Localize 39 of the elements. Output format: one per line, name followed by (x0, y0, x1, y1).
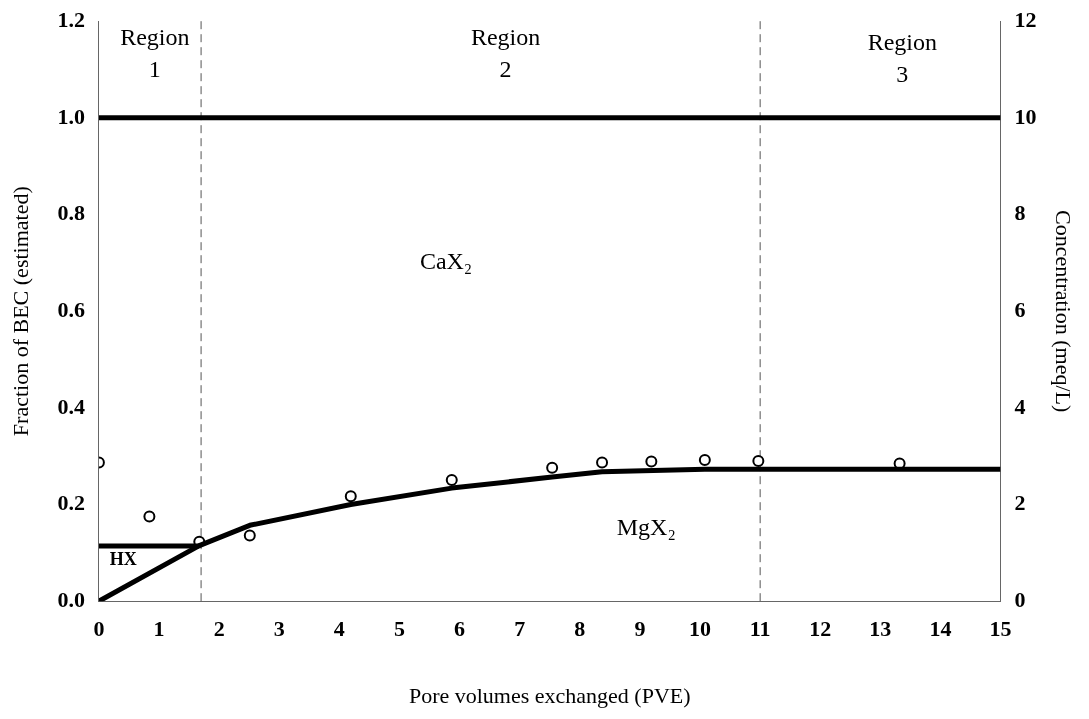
x-tick-label: 15 (989, 616, 1012, 642)
x-tick-label: 9 (634, 616, 646, 642)
x-tick-label: 11 (749, 616, 771, 642)
y-tick-label: 0.6 (57, 296, 85, 322)
y-tick-label: 0.8 (57, 200, 85, 226)
annotation: MgX₂ (616, 514, 676, 540)
annotation: CaX₂ (419, 248, 473, 275)
y2-tick-label: 12 (1014, 6, 1037, 32)
y2-tick-label: 10 (1014, 103, 1037, 129)
x-tick-label: 0 (93, 616, 105, 642)
y2-tick-label: 0 (1014, 586, 1026, 612)
x-tick-label: 10 (689, 616, 712, 642)
y-tick-label: 0.0 (57, 586, 85, 612)
x-tick-label: 13 (869, 616, 892, 642)
y2-tick-label: 6 (1014, 296, 1026, 322)
x-tick-label: 7 (514, 616, 526, 642)
x-tick-label: 8 (574, 616, 586, 642)
y-axis-title: Fraction of BEC (estimated) (7, 186, 33, 437)
y-tick-label: 1.2 (57, 6, 85, 32)
y2-tick-label: 8 (1014, 200, 1026, 226)
y-tick-label: 1.0 (57, 103, 85, 129)
x-tick-label: 6 (454, 616, 466, 642)
annotation: Region 1 (120, 24, 190, 83)
y-tick-label: 0.2 (57, 490, 85, 516)
x-tick-label: 3 (273, 616, 285, 642)
annotation: Region 3 (867, 28, 937, 87)
x-tick-label: 14 (929, 616, 952, 642)
x-tick-label: 1 (153, 616, 165, 642)
y2-axis-title: Concentration (meq/L) (1051, 210, 1077, 413)
x-tick-label: 2 (213, 616, 225, 642)
x-tick-label: 12 (809, 616, 832, 642)
x-tick-label: 4 (333, 616, 345, 642)
x-tick-label: 5 (393, 616, 405, 642)
x-axis-title: Pore volumes exchanged (PVE) (408, 682, 691, 708)
y-tick-label: 0.4 (57, 393, 85, 419)
y2-tick-label: 2 (1014, 490, 1026, 516)
annotation: HX (109, 548, 137, 569)
y2-tick-label: 4 (1014, 393, 1026, 419)
annotation: Region 2 (470, 24, 541, 83)
